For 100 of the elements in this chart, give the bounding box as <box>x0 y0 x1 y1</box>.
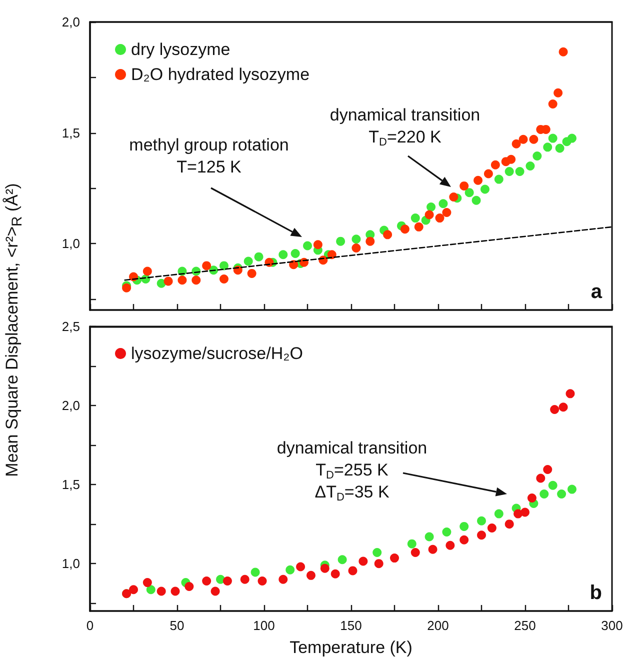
point <box>142 266 152 276</box>
point <box>554 88 563 98</box>
point <box>372 548 382 558</box>
point <box>247 268 256 278</box>
y-tick-label: 1,0 <box>62 556 80 572</box>
point <box>449 192 458 202</box>
point <box>129 585 138 594</box>
point <box>306 570 316 580</box>
point <box>555 144 564 153</box>
point <box>548 480 558 490</box>
point <box>428 544 438 554</box>
point <box>548 99 558 108</box>
x-tick-label: 50 <box>170 618 184 633</box>
point <box>490 160 500 170</box>
point <box>352 234 361 244</box>
point <box>480 184 490 194</box>
annotation: methyl group rotation T=125 K <box>129 136 289 176</box>
point <box>520 508 530 517</box>
point <box>474 176 483 185</box>
point <box>558 47 568 56</box>
point <box>494 174 504 184</box>
point <box>477 530 486 540</box>
point <box>438 199 448 208</box>
point <box>424 532 434 542</box>
point <box>487 524 496 533</box>
point <box>442 527 452 536</box>
point <box>407 539 416 548</box>
x-tick-label: 250 <box>514 618 536 633</box>
point <box>460 522 469 531</box>
point <box>290 249 300 258</box>
annotation: b <box>590 582 602 604</box>
y-tick-label: 2,0 <box>62 398 80 414</box>
legend-label: lysozyme/sucrose/H₂O <box>131 344 303 363</box>
x-tick-label: 100 <box>253 618 275 633</box>
point <box>410 214 420 223</box>
point <box>414 222 424 232</box>
point <box>504 520 514 529</box>
point <box>543 465 552 474</box>
point <box>506 154 516 164</box>
point <box>426 202 436 212</box>
point <box>543 142 552 152</box>
point <box>348 566 358 576</box>
point <box>512 139 521 148</box>
point <box>515 167 524 176</box>
point <box>170 586 180 596</box>
point <box>424 210 434 220</box>
point <box>566 389 575 398</box>
point <box>366 236 375 246</box>
y-tick-label: 1,5 <box>62 477 80 492</box>
point <box>258 576 267 586</box>
point <box>338 555 347 564</box>
point <box>477 516 486 526</box>
point <box>336 236 346 246</box>
point <box>550 404 560 414</box>
point <box>178 276 187 285</box>
point <box>446 540 455 550</box>
point <box>410 548 420 558</box>
point <box>504 167 514 176</box>
point <box>390 554 399 563</box>
point <box>313 240 322 250</box>
point <box>567 134 576 143</box>
point <box>527 493 536 502</box>
point <box>156 586 166 596</box>
point <box>567 484 576 494</box>
point <box>240 574 250 584</box>
point <box>557 490 566 499</box>
point <box>330 569 340 578</box>
point <box>244 256 253 266</box>
point <box>352 243 361 252</box>
point <box>202 576 212 586</box>
point <box>529 134 538 144</box>
point <box>536 474 546 483</box>
y-tick-label: 2,0 <box>62 14 80 30</box>
x-axis-title: Temperature (K) <box>290 638 412 657</box>
point <box>202 261 212 270</box>
point <box>164 276 173 286</box>
point <box>278 574 288 584</box>
x-tick-label: 150 <box>340 618 362 633</box>
point <box>460 181 469 190</box>
y-tick-label: 2,5 <box>62 319 80 334</box>
legend-label: D₂O hydrated lysozyme <box>131 65 310 84</box>
annotation: a <box>590 281 603 303</box>
point <box>278 250 288 260</box>
point <box>435 214 444 223</box>
point <box>146 585 156 594</box>
point <box>526 162 535 170</box>
point <box>374 559 384 568</box>
point <box>303 241 312 250</box>
point <box>358 556 368 566</box>
point <box>472 196 481 205</box>
point <box>192 276 201 285</box>
y-tick-label: 1,0 <box>62 236 80 252</box>
point <box>383 230 392 240</box>
x-tick-label: 300 <box>601 618 623 633</box>
point <box>518 134 528 144</box>
x-tick-label: 200 <box>427 618 449 633</box>
point <box>540 490 549 499</box>
point <box>532 152 542 161</box>
point <box>219 274 228 284</box>
point <box>442 208 452 218</box>
